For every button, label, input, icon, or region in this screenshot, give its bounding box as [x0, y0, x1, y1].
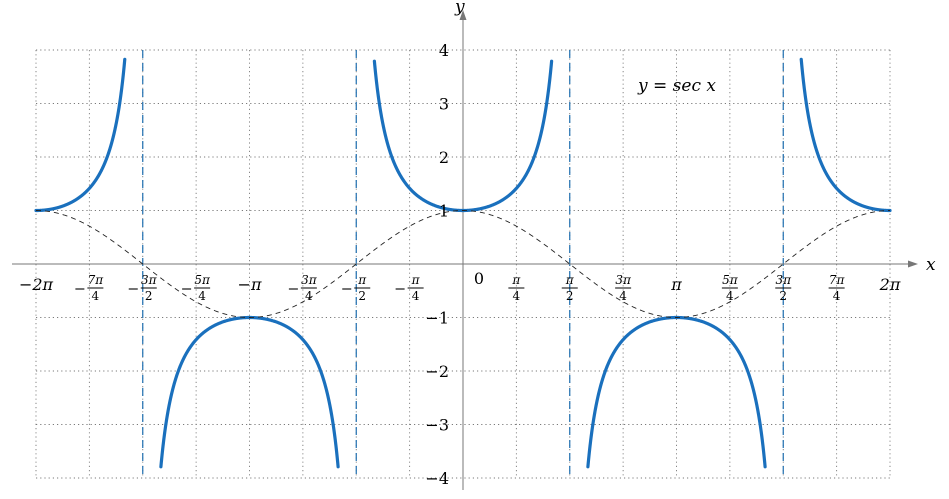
- y-axis-label: y: [454, 0, 465, 17]
- x-tick-den-9: 4: [513, 289, 521, 303]
- x-tick-label-0: −2π: [19, 275, 54, 294]
- axes: x y: [12, 0, 936, 490]
- x-tick-den-1: 4: [92, 289, 100, 303]
- x-tick-num-13: 5π: [722, 273, 739, 287]
- x-tick-label-6: π2: [342, 273, 371, 303]
- x-tick-label-16: 2π: [879, 275, 901, 294]
- x-tick-label-13: 5π4: [721, 273, 739, 303]
- x-tick-label-11: 3π4: [615, 273, 632, 303]
- x-tick-den-14: 2: [779, 289, 787, 303]
- series-sec-branch-0: [34, 57, 127, 213]
- x-tick-label-7: π4: [395, 273, 424, 303]
- x-tick-label-5: 3π4: [288, 273, 318, 303]
- x-tick-den-6: 2: [358, 289, 366, 303]
- x-tick-den-7: 4: [412, 289, 420, 303]
- x-tick-den-5: 4: [305, 289, 313, 303]
- x-tick-num-5: 3π: [301, 273, 318, 287]
- x-tick-num-10: π: [565, 273, 575, 287]
- x-tick-label-15: 7π4: [828, 273, 846, 303]
- y-tick-label-7: −4: [425, 469, 449, 488]
- y-axis-arrow: [459, 10, 467, 20]
- x-tick-label-9: π4: [508, 273, 525, 303]
- x-tick-num-2: 3π: [141, 273, 158, 287]
- y-tick-label-5: −2: [425, 362, 449, 381]
- x-tick-label-3: 5π4: [182, 273, 211, 303]
- x-tick-num-15: 7π: [829, 273, 846, 287]
- x-tick-label-4: −π: [238, 275, 262, 294]
- x-tick-num-14: 3π: [775, 273, 792, 287]
- y-tick-label-1: 3: [439, 95, 449, 114]
- x-tick-label-10: π2: [561, 273, 578, 303]
- series-cos-x: [36, 210, 890, 318]
- curves: [34, 57, 892, 469]
- x-tick-den-15: 4: [833, 289, 841, 303]
- x-axis-arrow: [908, 260, 918, 268]
- x-tick-num-7: π: [411, 273, 421, 287]
- x-tick-num-11: 3π: [615, 273, 632, 287]
- x-tick-den-2: 2: [145, 289, 153, 303]
- x-tick-label-8: 0: [474, 269, 484, 288]
- y-tick-label-6: −3: [425, 416, 449, 435]
- x-tick-den-11: 4: [619, 289, 627, 303]
- y-tick-label-2: 2: [439, 148, 449, 167]
- x-axis-label: x: [926, 255, 936, 275]
- x-tick-den-3: 4: [198, 289, 206, 303]
- x-tick-label-2: 3π2: [128, 273, 158, 303]
- x-tick-label-1: 7π4: [75, 273, 104, 303]
- x-tick-num-3: 5π: [194, 273, 211, 287]
- y-tick-label-4: −1: [425, 309, 449, 328]
- x-tick-num-6: π: [357, 273, 367, 287]
- series-sec-branch-4: [799, 57, 892, 213]
- x-tick-label-14: 3π2: [775, 273, 792, 303]
- function-annotation: y = sec x: [637, 76, 716, 96]
- x-tick-den-13: 4: [726, 289, 734, 303]
- x-tick-den-10: 2: [566, 289, 574, 303]
- y-tick-label-0: 4: [439, 41, 449, 60]
- x-tick-label-12: π: [670, 275, 682, 294]
- y-tick-label-3: 1: [439, 202, 449, 221]
- x-tick-num-1: 7π: [88, 273, 105, 287]
- x-tick-num-9: π: [511, 273, 521, 287]
